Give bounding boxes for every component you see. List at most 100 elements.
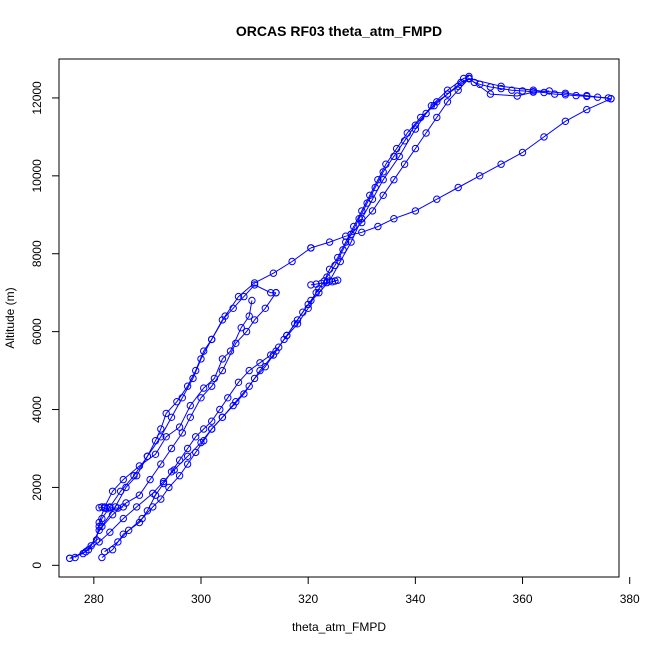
data-point <box>200 384 208 392</box>
data-point <box>256 366 264 375</box>
data-point <box>347 230 355 239</box>
data-point <box>317 279 326 287</box>
data-point <box>189 374 197 383</box>
data-point <box>465 72 473 81</box>
x-tick-label: 300 <box>191 592 211 606</box>
data-point <box>186 413 195 421</box>
data-point <box>261 304 269 312</box>
data-point <box>250 374 259 383</box>
data-point <box>269 269 278 277</box>
data-point <box>358 228 366 237</box>
data-point <box>374 222 382 231</box>
series-line <box>310 98 612 249</box>
data-point <box>146 475 154 484</box>
data-point <box>95 522 103 531</box>
y-tick-label: 12000 <box>30 81 44 115</box>
series-line <box>88 284 276 550</box>
data-point <box>183 444 192 453</box>
data-point <box>411 207 420 215</box>
data-point <box>551 90 559 98</box>
y-axis-label: Altitude (m) <box>3 287 17 348</box>
data-point <box>336 257 344 266</box>
data-point <box>119 503 128 511</box>
y-tick-label: 0 <box>30 562 44 569</box>
data-point <box>240 292 248 301</box>
data-point <box>197 438 205 447</box>
data-point <box>237 324 245 332</box>
data-point <box>167 444 176 453</box>
data-point <box>572 91 580 100</box>
data-point <box>358 218 366 227</box>
data-point <box>280 335 288 344</box>
data-point <box>269 351 278 359</box>
data-point <box>250 279 259 287</box>
data-point <box>175 423 184 431</box>
data-point <box>197 355 205 363</box>
data-point <box>66 554 74 562</box>
data-point <box>95 538 103 546</box>
data-point <box>98 553 106 562</box>
data-point <box>307 244 315 252</box>
data-point <box>465 74 473 83</box>
data-point <box>151 450 160 458</box>
plot-frame <box>58 58 620 578</box>
series-5 <box>66 74 473 562</box>
data-point <box>518 87 527 95</box>
data-point <box>454 183 462 192</box>
data-point <box>272 289 280 297</box>
data-point <box>157 425 165 433</box>
data-point <box>157 495 165 503</box>
data-point <box>234 292 243 301</box>
data-point <box>454 86 462 94</box>
data-point <box>143 507 152 515</box>
data-point <box>98 514 106 523</box>
data-point <box>374 176 382 184</box>
data-point <box>116 487 125 495</box>
data-point <box>234 378 243 386</box>
data-point <box>183 452 192 460</box>
data-point <box>218 366 227 375</box>
data-point <box>457 78 465 87</box>
data-point <box>433 113 441 122</box>
data-point <box>183 460 192 468</box>
data-point <box>422 129 430 137</box>
data-point <box>513 92 521 100</box>
data-point <box>232 398 240 406</box>
data-point <box>106 504 114 512</box>
data-point <box>358 207 366 215</box>
x-tick-label: 280 <box>84 592 104 606</box>
data-point <box>186 401 195 410</box>
data-point <box>350 222 358 231</box>
data-point <box>486 90 495 98</box>
series-13 <box>95 503 128 513</box>
data-point <box>422 109 430 118</box>
data-point <box>411 125 420 133</box>
data-point <box>476 172 484 180</box>
data-point <box>430 102 438 110</box>
data-point <box>162 409 170 418</box>
data-point <box>98 522 106 531</box>
data-point <box>508 86 516 94</box>
data-point <box>162 433 170 441</box>
data-point <box>157 433 165 441</box>
data-point <box>390 215 398 223</box>
series-line <box>468 78 609 99</box>
series-9 <box>307 95 615 252</box>
data-point <box>119 514 128 523</box>
data-point <box>208 335 216 344</box>
data-point <box>382 160 390 168</box>
data-point <box>119 475 128 484</box>
data-point <box>108 546 117 554</box>
data-point <box>368 207 377 215</box>
data-point <box>218 413 227 421</box>
data-point <box>82 548 90 556</box>
chart-title: ORCAS RF03 theta_atm_FMPD <box>236 23 442 39</box>
data-point <box>443 98 452 106</box>
data-point <box>224 394 232 402</box>
data-point <box>143 452 152 460</box>
data-point <box>208 425 216 433</box>
data-point <box>347 238 355 246</box>
data-point <box>607 95 615 103</box>
data-point <box>183 382 192 390</box>
